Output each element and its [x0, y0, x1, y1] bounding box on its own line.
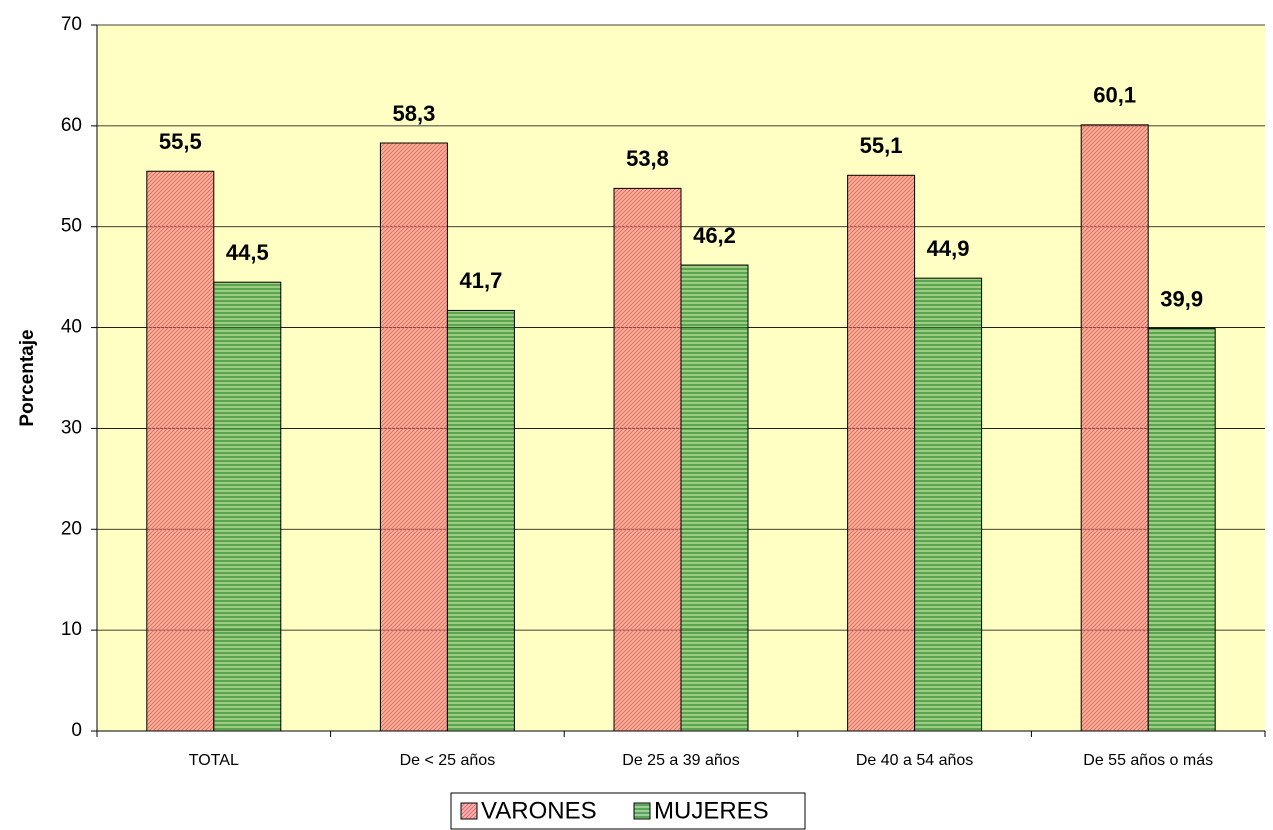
data-label: 60,1 [1093, 83, 1136, 108]
data-label: 58,3 [392, 101, 435, 126]
x-tick-label: De 40 a 54 años [856, 752, 973, 769]
y-tick-label: 40 [61, 317, 82, 338]
data-label: 55,1 [860, 133, 903, 158]
y-tick-label: 10 [61, 619, 82, 640]
legend-swatch [633, 802, 651, 820]
y-tick-label: 0 [71, 720, 82, 741]
legend-label: VARONES [481, 797, 597, 824]
legend-label: MUJERES [654, 797, 769, 824]
data-label: 55,5 [159, 129, 202, 154]
bar [446, 309, 515, 732]
bar [613, 187, 682, 732]
y-tick-label: 20 [61, 518, 82, 539]
legend: VARONES MUJERES [450, 792, 806, 830]
bar [914, 277, 983, 732]
bar [146, 170, 215, 732]
bar [680, 264, 749, 732]
bar [379, 142, 448, 732]
x-tick-label: De 55 años o más [1083, 752, 1213, 769]
legend-swatch [460, 802, 478, 820]
data-label: 39,9 [1160, 286, 1203, 311]
data-label: 44,5 [226, 240, 269, 265]
x-tick-label: De 25 a 39 años [622, 752, 739, 769]
bar [213, 281, 282, 732]
bar [847, 174, 916, 732]
bar [1080, 124, 1149, 732]
data-label: 53,8 [626, 146, 669, 171]
y-axis-title: Porcentaje [17, 329, 38, 426]
y-tick-label: 50 [61, 216, 82, 237]
y-tick-label: 70 [61, 14, 82, 35]
bar [1147, 328, 1216, 732]
legend-box [450, 792, 806, 830]
x-tick-label: De < 25 años [400, 752, 496, 769]
y-tick-label: 60 [61, 115, 82, 136]
y-tick-label: 30 [61, 417, 82, 438]
data-label: 41,7 [459, 268, 502, 293]
x-tick-label: TOTAL [189, 752, 239, 769]
data-label: 44,9 [927, 236, 970, 261]
data-label: 46,2 [693, 223, 736, 248]
